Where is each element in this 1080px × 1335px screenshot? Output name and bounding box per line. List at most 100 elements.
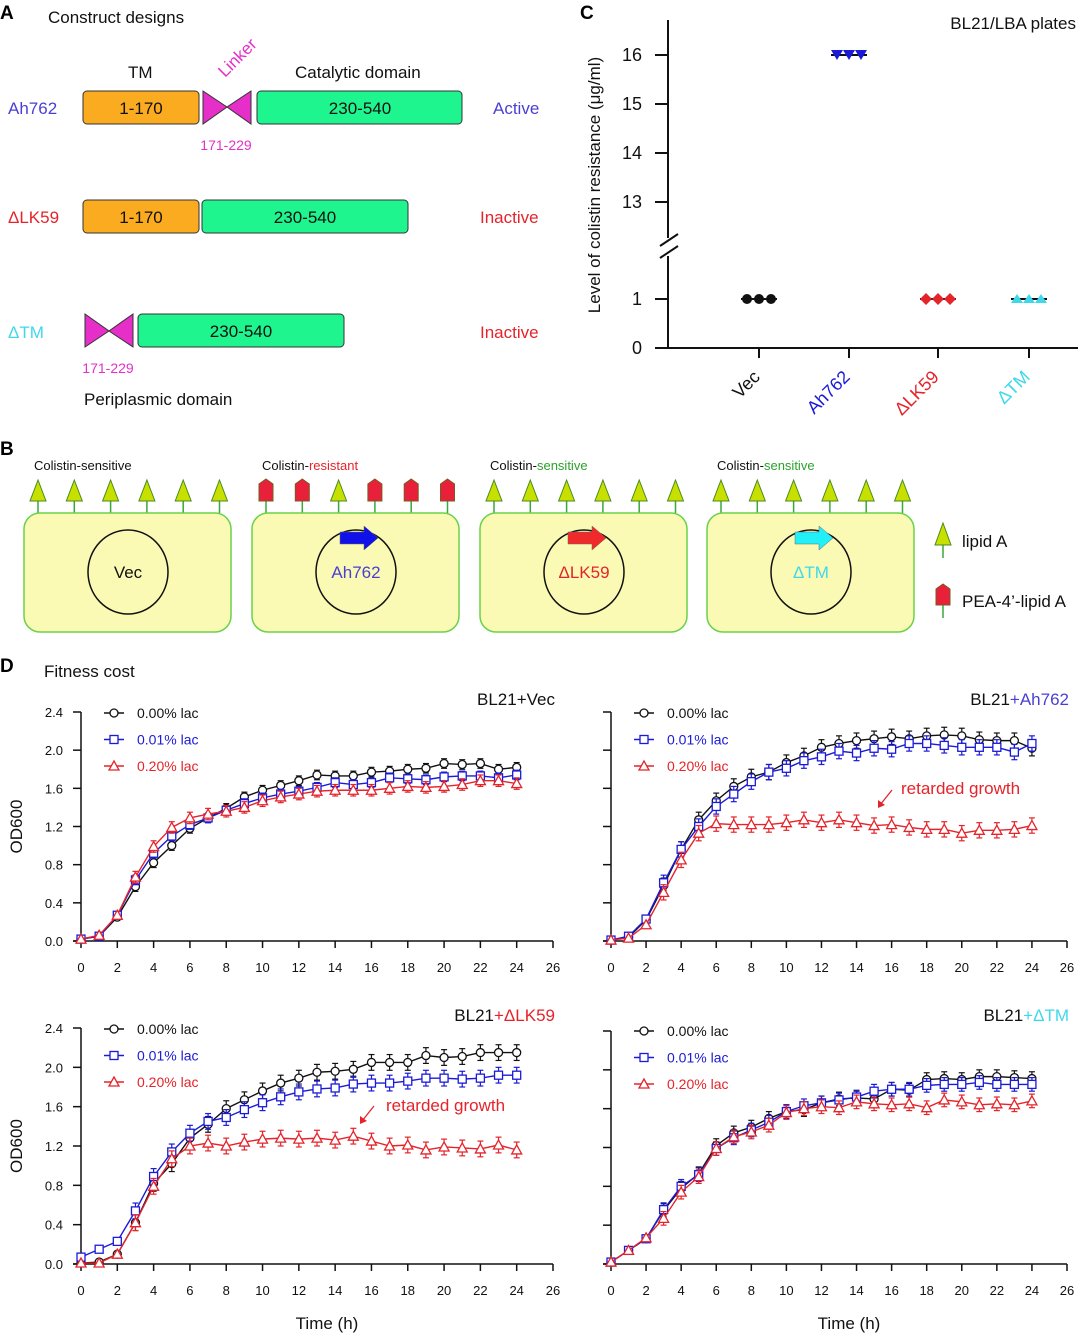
y-tick-label: 0.0 <box>45 1257 63 1272</box>
pea-lipid-a-pentagon-icon <box>294 478 310 502</box>
series-line <box>81 1135 517 1264</box>
data-point <box>203 1116 213 1127</box>
data-point <box>167 840 177 851</box>
axis-break-mark <box>659 245 679 259</box>
data-point <box>256 1132 269 1144</box>
legend-label: 0.20% lac <box>137 758 198 774</box>
data-point <box>990 1097 1003 1109</box>
data-point <box>832 1101 846 1113</box>
data-point <box>780 1106 793 1118</box>
x-tick-label: 12 <box>292 960 306 975</box>
x-tick-label: 26 <box>546 960 560 975</box>
data-point <box>474 1142 487 1154</box>
x-tick-label: 20 <box>437 960 451 975</box>
x-tick-label: 24 <box>509 960 523 975</box>
data-point <box>201 807 215 819</box>
data-point <box>869 1086 879 1096</box>
data-point <box>512 1070 522 1080</box>
data-point <box>403 1076 413 1086</box>
data-point <box>799 756 809 766</box>
lipid-a-triangle-icon <box>784 478 803 502</box>
data-point <box>421 763 431 773</box>
data-point <box>510 1143 523 1155</box>
data-point <box>762 1118 775 1130</box>
status-active: Active <box>493 99 539 118</box>
data-point <box>292 787 305 799</box>
x-axis-label: Time (h) <box>296 1314 359 1333</box>
title-construct: +ΔLK59 <box>494 1006 555 1025</box>
pentagon-lipid-icon <box>935 583 951 606</box>
phenotype-suffix: sensitive <box>764 458 815 473</box>
x-tick-label: 2 <box>642 1283 649 1298</box>
x-tick-label: 0 <box>77 1283 84 1298</box>
y-tick-label: 2.4 <box>45 1021 63 1036</box>
data-point <box>456 778 469 790</box>
data-point <box>1008 823 1021 835</box>
tm-range: 1-170 <box>119 208 162 227</box>
data-point <box>746 777 756 787</box>
data-point <box>312 770 322 780</box>
x-tick-label: 10 <box>255 960 269 975</box>
data-point <box>474 774 487 786</box>
data-point <box>348 771 358 781</box>
x-tick-label: 16 <box>884 1283 898 1298</box>
data-point <box>816 752 827 762</box>
data-point <box>330 1083 340 1093</box>
data-point <box>1025 819 1039 831</box>
data-point <box>439 1052 449 1063</box>
tm-range: 1-170 <box>119 99 162 118</box>
data-point <box>886 744 897 754</box>
data-point <box>974 742 984 752</box>
data-point <box>437 1140 451 1152</box>
lipid-a-triangle-icon <box>521 478 540 502</box>
lipid-a-triangle-icon <box>857 478 875 502</box>
tm-domain-box <box>82 90 200 125</box>
data-point <box>973 1098 986 1110</box>
data-point <box>938 823 951 835</box>
data-point <box>885 1098 898 1110</box>
lipid-a-triangle-icon <box>485 478 503 502</box>
plot-title: BL21+ΔTM <box>983 1006 1069 1025</box>
data-point <box>851 735 862 746</box>
panel-d: D Fitness cost 0 2 4 6 8 10 12 14 16 18 20 22 24 260.… <box>0 656 1074 1333</box>
data-point <box>957 1079 967 1090</box>
data-point <box>637 759 651 771</box>
data-point <box>639 734 649 745</box>
x-tick-label: Ah762 <box>803 367 854 418</box>
pea-lipid-a-pentagon-icon <box>258 478 274 502</box>
panel-c: C BL21/LBA plates Level of colistin resi… <box>580 3 1078 419</box>
y-tick-label: 0.0 <box>45 934 63 949</box>
data-point <box>312 1084 322 1094</box>
linker-bowtie-icon <box>202 90 252 125</box>
data-point <box>383 781 396 793</box>
lipid-a-triangle-icon <box>174 478 192 502</box>
x-axis-label: Time (h) <box>818 1314 881 1333</box>
data-point <box>492 774 505 786</box>
data-point <box>366 1057 377 1068</box>
title-construct: +Vec <box>517 690 556 709</box>
data-point <box>637 1077 651 1089</box>
data-point <box>766 294 776 304</box>
data-point <box>183 1139 197 1151</box>
data-point <box>457 1051 467 1062</box>
plasmid-label: ΔTM <box>793 563 829 582</box>
plasmid-label: Ah762 <box>331 563 380 582</box>
data-point <box>310 1131 324 1143</box>
data-point <box>276 1092 286 1102</box>
data-point <box>851 748 862 758</box>
catalytic-domain-box <box>256 90 463 125</box>
title-strain: BL21 <box>970 690 1010 709</box>
data-point <box>762 818 775 830</box>
legend-label: 0.01% lac <box>137 1048 198 1064</box>
data-point <box>885 818 898 830</box>
x-tick-label: 16 <box>884 960 898 975</box>
panel-d-letter: D <box>0 656 14 677</box>
data-point <box>903 1097 916 1109</box>
series <box>76 1066 522 1262</box>
phenotype-prefix: Colistin- <box>717 458 764 473</box>
panel-a: A Construct designs TM Linker Catalytic … <box>0 3 539 409</box>
x-tick-label: ΔTM <box>993 367 1034 408</box>
data-point <box>904 1084 914 1094</box>
data-point <box>93 928 106 940</box>
panel-a-title: Construct designs <box>48 8 184 27</box>
